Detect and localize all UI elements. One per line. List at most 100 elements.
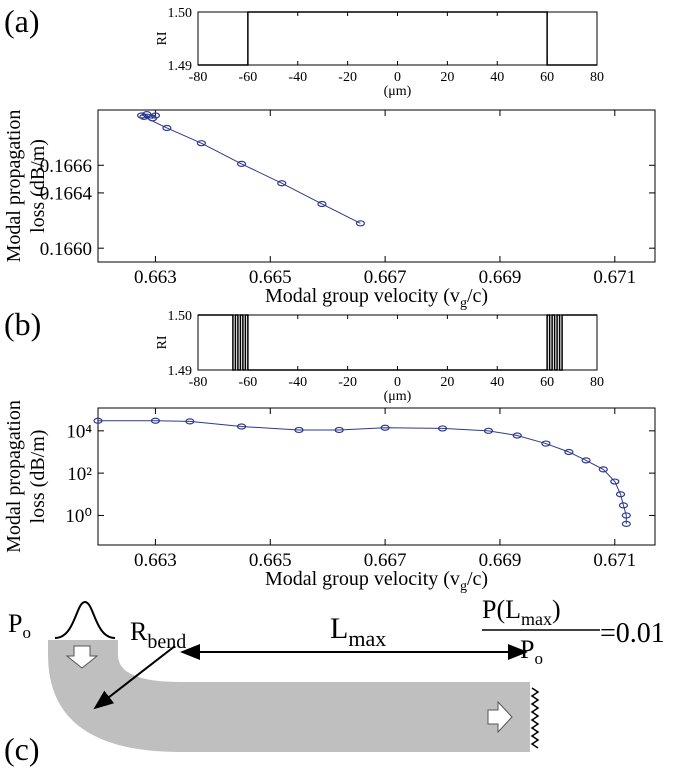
x-tick-label: -20 xyxy=(338,70,357,85)
x-tick-label: 0.667 xyxy=(364,267,407,288)
data-point xyxy=(334,426,344,434)
data-point xyxy=(581,457,591,464)
x-tick-label: 0.671 xyxy=(593,267,636,288)
plot-frame xyxy=(197,11,598,66)
waveguide xyxy=(48,640,530,752)
y-tick-label: 1.49 xyxy=(168,59,193,74)
y-axis-label: RI xyxy=(155,31,170,45)
ratio-denominator: Po xyxy=(520,635,543,668)
y-axis-label: RI xyxy=(155,335,170,349)
y-tick-label: 10² xyxy=(67,464,92,485)
x-axis-label-part: (μm) xyxy=(384,84,412,99)
data-point xyxy=(598,466,608,473)
data-point xyxy=(621,512,631,519)
x-tick-label: 60 xyxy=(540,70,554,85)
x-tick-label: 20 xyxy=(440,70,454,85)
chart: -80 -60 -40 -20 0 20 40 60 80 1.49 1.50 (μm) RI (a) xyxy=(4,3,604,99)
x-axis-label-part: /c) xyxy=(467,285,488,307)
plot-frame xyxy=(197,314,598,371)
x-tick-label: -80 xyxy=(189,70,208,85)
x-tick-label: 0.667 xyxy=(364,550,407,571)
x-axis-label: (μm) xyxy=(384,84,412,99)
power-in: Po xyxy=(8,609,31,642)
x-tick-label: -60 xyxy=(239,375,258,390)
data-line xyxy=(198,11,597,66)
y-axis-label: Modal propagation xyxy=(3,400,25,553)
x-tick-label: 40 xyxy=(490,375,504,390)
chart: 0.663 0.665 0.667 0.669 0.671 0.1660 0.1664 0.1… xyxy=(3,109,656,311)
data-point xyxy=(610,478,620,485)
ratio-value: =0.01 xyxy=(600,618,665,649)
data-line xyxy=(198,314,597,371)
x-tick-label: 0 xyxy=(394,375,401,390)
data-point xyxy=(93,417,103,424)
x-tick-label: 80 xyxy=(590,70,604,85)
data-point xyxy=(294,426,304,434)
panel-label: (c) xyxy=(4,731,40,767)
x-axis-label-part: /c) xyxy=(467,568,488,590)
x-axis-label-part: (μm) xyxy=(384,389,412,404)
x-tick-label: -40 xyxy=(288,375,307,390)
data-point xyxy=(162,124,172,132)
y-tick-label: 0.1660 xyxy=(40,239,92,260)
data-point xyxy=(512,432,522,439)
input-arrow xyxy=(65,645,99,669)
output-wave xyxy=(530,687,540,749)
x-tick-label: 0.671 xyxy=(593,550,636,571)
bend-diagram: Po Rbend Lmax P(Lmax) Po =0.01 (c) xyxy=(4,595,665,767)
data-point xyxy=(564,448,574,456)
max-length: Lmax xyxy=(330,612,386,651)
chart: -80 -60 -40 -20 0 20 40 60 80 1.49 1.50 (μm) RI (b) xyxy=(4,306,604,404)
data-point xyxy=(618,502,629,509)
data-point xyxy=(621,520,631,527)
y-tick-label: 1.50 xyxy=(168,309,193,324)
input-pulse xyxy=(54,600,116,639)
bend-radius: Rbend xyxy=(130,617,186,653)
data-line xyxy=(98,420,627,524)
x-tick-label: 0.663 xyxy=(134,550,177,571)
data-point xyxy=(236,160,247,167)
chart: 0.663 0.665 0.667 0.669 0.671 10⁰ 10² 10⁴ Modal … xyxy=(3,400,656,594)
x-axis-label: Modal group velocity (vg/c) xyxy=(265,285,488,311)
data-point xyxy=(150,417,161,424)
data-line xyxy=(141,113,361,224)
bend-pointer xyxy=(93,645,176,710)
data-point xyxy=(317,200,327,208)
plot-frame xyxy=(97,407,656,546)
data-point xyxy=(483,427,494,434)
y-axis-label: loss (dB/m) xyxy=(27,139,49,233)
data-point xyxy=(196,140,206,147)
x-axis-label: Modal group velocity (vg/c) xyxy=(265,568,488,594)
x-tick-label: -60 xyxy=(239,70,258,85)
y-axis-label: Modal propagation xyxy=(3,110,25,263)
x-tick-label: 60 xyxy=(540,375,554,390)
y-axis-label: loss (dB/m) xyxy=(27,430,49,524)
x-tick-label: 0 xyxy=(394,70,401,85)
y-tick-label: 0.1666 xyxy=(40,156,92,177)
data-point xyxy=(380,424,390,431)
data-point xyxy=(355,220,366,227)
data-point xyxy=(147,115,158,122)
data-point xyxy=(437,425,448,432)
x-axis-label-part: g xyxy=(460,579,467,594)
y-tick-label: 10⁴ xyxy=(66,421,92,442)
x-tick-label: 40 xyxy=(490,70,504,85)
ratio-numerator: P(Lmax) xyxy=(482,595,561,629)
x-tick-label: 0.663 xyxy=(134,267,177,288)
y-tick-label: 1.49 xyxy=(168,364,193,379)
data-point xyxy=(236,423,247,430)
data-point xyxy=(185,418,195,425)
x-axis-label-part: Modal group velocity (v xyxy=(265,568,460,590)
x-tick-label: 0.665 xyxy=(249,267,292,288)
x-axis-label-part: g xyxy=(460,296,467,311)
x-tick-label: -80 xyxy=(189,375,208,390)
data-point xyxy=(277,180,287,187)
data-point xyxy=(615,491,626,498)
x-tick-label: -40 xyxy=(288,70,307,85)
x-tick-label: 20 xyxy=(440,375,454,390)
plot-frame xyxy=(97,109,656,263)
y-tick-label: 0.1664 xyxy=(40,184,93,205)
x-axis-label: (μm) xyxy=(384,389,412,404)
data-point xyxy=(541,440,551,447)
